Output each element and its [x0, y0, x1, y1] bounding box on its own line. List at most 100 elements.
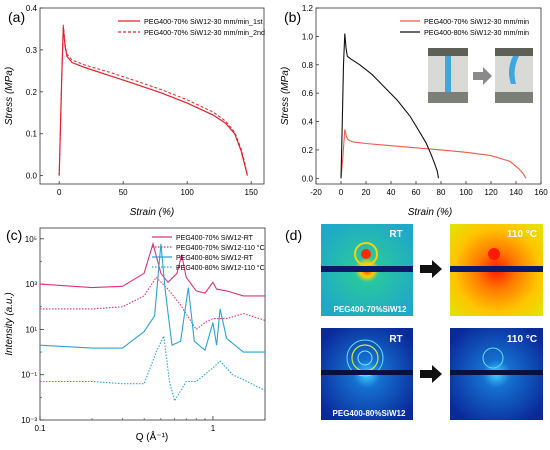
saxs-ring-70-rt: [354, 242, 378, 266]
series-line-c-1: [40, 276, 266, 331]
x-tick-label-a: 150: [245, 188, 259, 197]
temp-tag-80-110: 110 °C: [507, 334, 537, 345]
x-tick-label-a: 0: [57, 188, 62, 197]
saxs-center-70-110: [488, 248, 500, 260]
panel-d: (d) RT PEG400-70%SiW12 110 °C RT PEG400-…: [285, 224, 543, 420]
x-tick-label-b: 160: [534, 188, 548, 197]
x-axis-label-c: Q (Å⁻¹): [136, 430, 169, 443]
y-tick-label-b: 0.6: [302, 89, 314, 98]
panel-label-d: (d): [285, 227, 302, 243]
temp-tag-80-rt: RT: [389, 334, 402, 345]
legend-b: PEG400-70% SiW12-30 mm/min PEG400-80% SiW…: [400, 17, 529, 37]
x-tick-label-b: 120: [484, 188, 498, 197]
y-tick-label-b: 0.2: [302, 146, 314, 155]
inset-photo-after-sample: [508, 56, 519, 84]
legend-entry-c-0: PEG400-70% SiW12-RT: [176, 235, 254, 242]
x-tick-label-b: 20: [362, 188, 371, 197]
x-tick-label-b: 0: [339, 188, 344, 197]
panel-a: (a) 0 50 100 150 0.0 0.1 0.2 0.3 0.4 PEG400-70% …: [4, 4, 265, 218]
caption-80: PEG400-80%SiW12: [333, 409, 406, 418]
inset-photo-after: [495, 48, 533, 103]
inset-photo-before-sample: [445, 56, 451, 96]
plot-frame-c: [39, 227, 266, 421]
inset-photo-before-base: [428, 92, 468, 103]
series-c: [39, 241, 266, 403]
series-a: [58, 24, 248, 176]
panel-label-b: (b): [284, 9, 301, 25]
series-line-b-1: [340, 33, 440, 179]
x-tick-label-b: 140: [509, 188, 523, 197]
saxs-image-70-110: 110 °C: [450, 224, 543, 316]
saxs-ring-80-110: [482, 347, 504, 369]
temp-tag-70-110: 110 °C: [507, 229, 537, 240]
series-line-c-3: [40, 334, 266, 403]
axes-c: 0.1 1 10⁻³ 10⁻¹ 10¹ 10³ 10⁵: [21, 235, 266, 433]
arrow-icon: [473, 67, 492, 85]
x-axis-label-b: Strain (%): [408, 207, 452, 218]
arrow-icon: [420, 260, 442, 278]
y-tick-label-a: 0.4: [26, 4, 38, 13]
saxs-image-80-rt: RT PEG400-80%SiW12: [321, 328, 413, 420]
x-tick-label-a: 100: [181, 188, 195, 197]
series-line-c-0: [39, 241, 265, 297]
legend-entry-b-0: PEG400-70% SiW12-30 mm/min: [424, 17, 529, 26]
saxs-image-70-rt: RT PEG400-70%SiW12: [321, 224, 413, 316]
plot-frame-a: [39, 7, 265, 185]
beamstop-70-110: [450, 266, 543, 272]
axes-a: 0 50 100 150 0.0 0.1 0.2 0.3 0.4: [26, 4, 259, 197]
x-tick-label-b: 100: [459, 188, 473, 197]
temp-tag-70-rt: RT: [389, 229, 402, 240]
saxs-center-70-rt: [361, 249, 371, 259]
series-line-c-2: [39, 243, 265, 353]
legend-entry-c-3: PEG400-80% SiW12-110 °C: [176, 264, 265, 272]
x-axis-label-a: Strain (%): [130, 207, 174, 218]
inset-photo-before: [428, 48, 468, 103]
y-tick-label-a: 0.2: [26, 88, 38, 97]
y-axis-label-b: Stress (MPa): [280, 67, 291, 125]
y-tick-label-b: 0.0: [302, 174, 314, 183]
inset-photo-after-clamp: [495, 48, 533, 56]
legend-entry-c-2: PEG400-80% SiW12-RT: [176, 255, 254, 262]
panel-label-a: (a): [8, 9, 25, 25]
axes-b: -20 0 20 40 60 80 100 120 140 160 0.0 0.2 0.4 0.6 0.8 1…: [302, 4, 548, 197]
x-tick-label-b: -20: [310, 188, 322, 197]
y-tick-label-c: 10¹: [25, 325, 37, 334]
y-axis-label-c: Intensity (a.u.): [4, 292, 15, 355]
series-b: [340, 33, 527, 179]
arrow-icon: [420, 365, 442, 383]
x-tick-label-c: 1: [211, 424, 216, 433]
y-tick-label-a: 0.3: [26, 46, 38, 55]
y-tick-label-c: 10⁻³: [21, 416, 37, 425]
y-tick-label-c: 10⁵: [25, 235, 37, 244]
inset-photo-before-clamp: [428, 48, 468, 56]
beamstop-70-rt: [321, 266, 413, 272]
plot-frame-b: [315, 7, 542, 185]
caption-70: PEG400-70%SiW12: [334, 305, 407, 314]
x-tick-label-b: 40: [387, 188, 396, 197]
y-tick-label-a: 0.1: [26, 130, 38, 139]
x-tick-label-b: 80: [437, 188, 446, 197]
series-line-a-1: [58, 24, 248, 176]
inset-photo-after-base: [495, 92, 533, 103]
panel-b: (b) -20 0 20 40 60 80 100 120 140 160 0.0 0.2 0.4 0.6…: [280, 4, 548, 218]
legend-entry-a-1: PEG400-70% SiW12-30 mm/min_2nd: [144, 28, 265, 37]
y-tick-label-a: 0.0: [26, 172, 38, 181]
x-tick-label-b: 60: [412, 188, 421, 197]
legend-entry-c-1: PEG400-70% SiW12-110 °C: [176, 244, 265, 252]
x-tick-label-c: 0.1: [34, 424, 46, 433]
y-axis-label-a: Stress (MPa): [4, 67, 15, 125]
y-tick-label-b: 0.4: [302, 118, 314, 127]
beamstop-80-rt: [321, 370, 413, 375]
panel-label-c: (c): [6, 227, 22, 243]
y-tick-label-c: 10³: [25, 280, 37, 289]
panel-c: (c) 0.1 1 10⁻³ 10⁻¹ 10¹ 10³ 10⁵ PEG400-70% SiW…: [4, 227, 266, 443]
y-tick-label-b: 1.2: [302, 4, 314, 13]
y-tick-label-b: 0.8: [302, 61, 314, 70]
y-tick-label-b: 1.0: [302, 32, 314, 41]
saxs-ring-80-rt-inner: [357, 350, 373, 366]
legend-entry-b-1: PEG400-80% SiW12-30 mm/min: [424, 28, 529, 37]
y-tick-label-c: 10⁻¹: [21, 371, 37, 380]
series-line-b-0: [340, 129, 527, 179]
